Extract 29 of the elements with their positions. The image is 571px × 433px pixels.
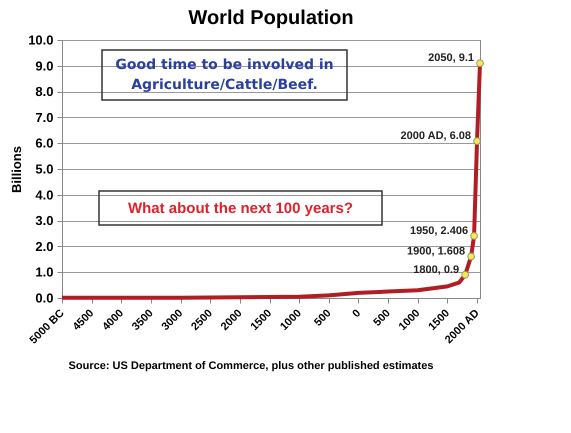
data-label: 1800, 0.9: [413, 264, 460, 276]
x-tick-label: 500: [371, 307, 393, 329]
y-tick-label: 7.0: [35, 110, 54, 125]
y-tick-label: 2.0: [35, 238, 54, 254]
data-label: 1900, 1.608: [406, 246, 466, 258]
y-tick-label: 5.0: [35, 162, 54, 176]
x-tick-label: 500: [312, 307, 334, 329]
y-tick-label: 9.0: [35, 58, 54, 74]
x-tick-label: 0: [350, 307, 364, 320]
point: [476, 59, 484, 68]
data-label: 1950, 2.406: [410, 224, 468, 237]
y-tick-label: 10.0: [28, 32, 54, 48]
y-tick-label: 0.0: [35, 290, 54, 306]
point: [470, 232, 478, 240]
y-tick-label: 3.0: [35, 213, 54, 228]
annotation: Good time to be involved in Agriculture/Cattle/Beef.: [115, 57, 334, 93]
data-label: 2050, 9.1: [428, 52, 474, 64]
y-axis-title: Billions: [9, 146, 24, 193]
y-tick-label: 1.0: [35, 264, 54, 280]
point: [467, 252, 475, 260]
point: [473, 137, 481, 145]
y-tick-label: 6.0: [35, 136, 54, 151]
data-label: 2000 AD, 6.08: [400, 130, 472, 142]
source-note: Source: US Department of Commerce, plus other published estimates: [68, 360, 434, 372]
y-tick-label: 8.0: [35, 84, 54, 100]
y-tick-label: 4.0: [35, 187, 54, 202]
annotation: What about the next 100 years?: [128, 200, 354, 217]
chart-title: World Population: [188, 7, 354, 29]
point: [461, 270, 470, 279]
